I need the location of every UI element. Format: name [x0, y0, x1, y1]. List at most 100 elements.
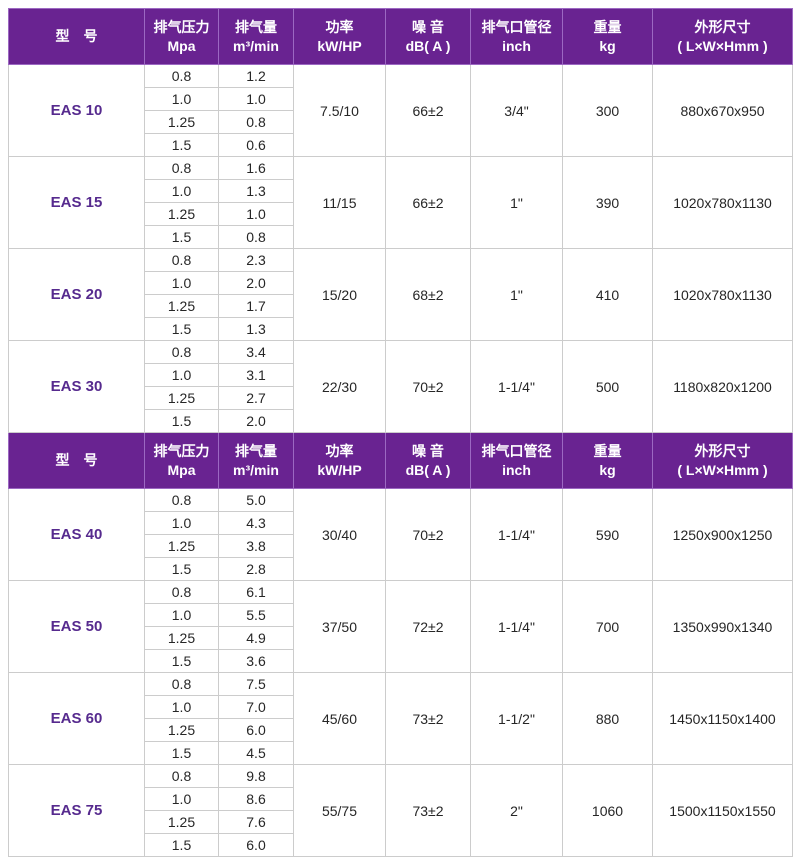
header-cell-weight: 重量 kg	[562, 8, 653, 65]
pressure-cell: 1.0	[144, 179, 219, 203]
pressure-cell: 1.25	[144, 534, 219, 558]
pressure-cell: 0.8	[144, 764, 219, 788]
displacement-cell: 2.7	[218, 386, 294, 410]
dims-cell: 1350x990x1340	[652, 580, 793, 673]
header-line2: ( L×W×Hmm )	[677, 461, 768, 478]
header-cell-model: 型 号	[8, 432, 145, 489]
pressure-cell: 1.25	[144, 718, 219, 742]
header-line1: 型 号	[55, 452, 98, 468]
data-row: EAS 60 0.8 7.5 45/60 73±2 1-1/2" 880 1450x1150x…	[8, 672, 793, 765]
model-cell: EAS 60	[8, 672, 145, 765]
displacement-cell: 0.8	[218, 110, 294, 134]
pressure-cell: 0.8	[144, 340, 219, 364]
header-row: 型 号 排气压力 Mpa 排气量 m³/min 功率 kW/HP 噪 音 dB( A ) 排气口管…	[8, 8, 793, 65]
pressure-cell: 1.0	[144, 603, 219, 627]
port-cell: 1-1/4"	[470, 488, 563, 581]
data-row: 1.5 2.8	[9, 557, 793, 581]
weight-cell: 880	[562, 672, 653, 765]
header-line1: 功率	[325, 18, 354, 35]
data-row: 1.0 2.0	[9, 271, 793, 295]
noise-cell: 66±2	[385, 64, 471, 157]
displacement-cell: 5.0	[218, 488, 294, 512]
noise-cell: 72±2	[385, 580, 471, 673]
data-row: 1.25 6.0	[9, 718, 793, 742]
port-cell: 1"	[470, 156, 563, 249]
displacement-cell: 6.1	[218, 580, 294, 604]
displacement-cell: 4.5	[218, 741, 294, 765]
header-line2: kW/HP	[317, 37, 362, 54]
pressure-cell: 1.0	[144, 787, 219, 811]
data-row: 1.25 1.7	[9, 294, 793, 318]
header-line1: 型 号	[55, 28, 98, 44]
pressure-cell: 0.8	[144, 248, 219, 272]
displacement-cell: 3.1	[218, 363, 294, 387]
weight-cell: 590	[562, 488, 653, 581]
header-cell-power: 功率 kW/HP	[293, 8, 386, 65]
model-cell: EAS 40	[8, 488, 145, 581]
power-cell: 15/20	[293, 248, 386, 341]
displacement-cell: 8.6	[218, 787, 294, 811]
displacement-cell: 3.4	[218, 340, 294, 364]
data-row: 1.25 1.0	[9, 202, 793, 226]
header-line1: 外形尺寸	[694, 18, 751, 35]
data-row: 1.25 0.8	[9, 110, 793, 134]
power-cell: 45/60	[293, 672, 386, 765]
header-line2: m³/min	[233, 461, 279, 478]
model-cell: EAS 10	[8, 64, 145, 157]
displacement-cell: 0.8	[218, 225, 294, 249]
pressure-cell: 1.25	[144, 110, 219, 134]
displacement-cell: 4.9	[218, 626, 294, 650]
dims-cell: 1020x780x1130	[652, 248, 793, 341]
displacement-cell: 1.0	[218, 202, 294, 226]
weight-cell: 410	[562, 248, 653, 341]
pressure-cell: 0.8	[144, 672, 219, 696]
header-line2: Mpa	[167, 461, 196, 478]
data-row: 1.25 7.6	[9, 810, 793, 834]
displacement-cell: 1.7	[218, 294, 294, 318]
dims-cell: 1450x1150x1400	[652, 672, 793, 765]
header-line1: 排气口管径	[481, 442, 552, 459]
data-row: 1.0 1.3	[9, 179, 793, 203]
header-cell-port: 排气口管径 inch	[470, 432, 563, 489]
pressure-cell: 1.25	[144, 202, 219, 226]
header-cell-displacement: 排气量 m³/min	[218, 8, 294, 65]
displacement-cell: 0.6	[218, 133, 294, 157]
data-row: EAS 40 0.8 5.0 30/40 70±2 1-1/4" 590 1250x900x1…	[8, 488, 793, 581]
power-cell: 7.5/10	[293, 64, 386, 157]
dims-cell: 1250x900x1250	[652, 488, 793, 581]
data-row: EAS 10 0.8 1.2 7.5/10 66±2 3/4" 300 880x670x950	[8, 64, 793, 157]
pressure-cell: 1.5	[144, 833, 219, 857]
noise-cell: 68±2	[385, 248, 471, 341]
pressure-cell: 0.8	[144, 64, 219, 88]
header-line2: kg	[599, 461, 616, 478]
displacement-cell: 6.0	[218, 833, 294, 857]
displacement-cell: 7.5	[218, 672, 294, 696]
port-cell: 3/4"	[470, 64, 563, 157]
data-row: EAS 50 0.8 6.1 37/50 72±2 1-1/4" 700 1350x990x1…	[8, 580, 793, 673]
displacement-cell: 1.0	[218, 87, 294, 111]
header-cell-dims: 外形尺寸 ( L×W×Hmm )	[652, 432, 793, 489]
displacement-cell: 5.5	[218, 603, 294, 627]
data-row: 1.5 0.8	[9, 225, 793, 249]
dims-cell: 1180x820x1200	[652, 340, 793, 433]
header-line2: Mpa	[167, 37, 196, 54]
power-cell: 30/40	[293, 488, 386, 581]
model-cell: EAS 20	[8, 248, 145, 341]
data-row: 1.5 6.0	[9, 833, 793, 857]
pressure-cell: 0.8	[144, 580, 219, 604]
model-cell: EAS 15	[8, 156, 145, 249]
weight-cell: 1060	[562, 764, 653, 857]
header-line2: kW/HP	[317, 461, 362, 478]
data-row: EAS 75 0.8 9.8 55/75 73±2 2" 1060 1500x1150x155…	[8, 764, 793, 857]
data-row: 1.25 3.8	[9, 534, 793, 558]
displacement-cell: 1.2	[218, 64, 294, 88]
data-row: EAS 30 0.8 3.4 22/30 70±2 1-1/4" 500 1180x820x1…	[8, 340, 793, 433]
dims-cell: 880x670x950	[652, 64, 793, 157]
noise-cell: 66±2	[385, 156, 471, 249]
displacement-cell: 2.8	[218, 557, 294, 581]
header-cell-dims: 外形尺寸 ( L×W×Hmm )	[652, 8, 793, 65]
pressure-cell: 1.25	[144, 810, 219, 834]
pressure-cell: 1.5	[144, 225, 219, 249]
header-line2: dB( A )	[405, 37, 451, 54]
